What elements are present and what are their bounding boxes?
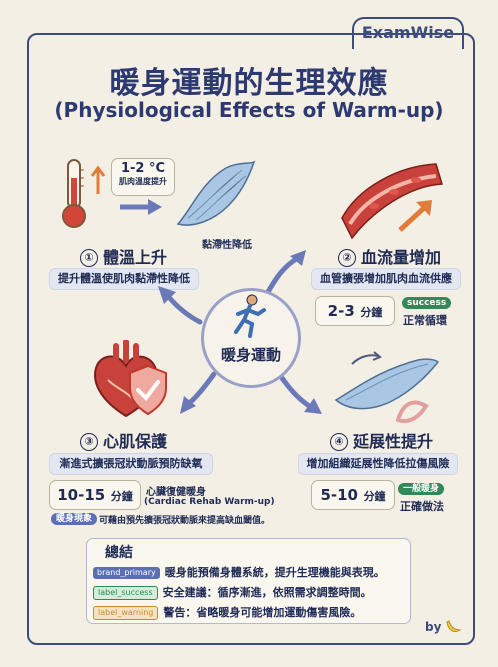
- section-3-time-box: 10-15 分鐘: [49, 480, 141, 510]
- summary-row-3: label_warning 警告：省略暖身可能增加運動傷害風險。: [93, 604, 361, 620]
- section-3-phenomenon-text: 可藉由預先擴張冠狀動脈來提高缺血閾值。: [99, 516, 271, 526]
- section-4-badge: 一般暖身: [398, 483, 445, 495]
- section-3-time-value: 10-15: [57, 486, 106, 504]
- section-3-note-zh: 心臟復健暖身: [146, 487, 206, 498]
- section-3-phenomenon-tag: 暖身現象: [51, 513, 98, 525]
- section-3-note-en: (Cardiac Rehab Warm-up): [144, 497, 275, 507]
- temperature-box: 1-2 °C 肌肉溫度提升: [111, 158, 175, 196]
- runner-icon: [234, 294, 266, 338]
- thermometer-icon: [62, 159, 106, 228]
- summary-box: [86, 538, 411, 624]
- page-title: 暖身運動的生理效應: [109, 66, 389, 101]
- banana-icon: [446, 620, 462, 633]
- section-4-desc: 增加組織延展性降低拉傷風險: [298, 453, 458, 475]
- section-3-number: ③: [80, 433, 98, 451]
- section-4-time-unit: 分鐘: [363, 490, 386, 503]
- temperature-value: 1-2 °C: [120, 161, 166, 176]
- section-2-badge-note: 正常循環: [403, 314, 447, 327]
- resistance-band-icon: [395, 400, 429, 423]
- section-1-title-text: 體溫上升: [103, 248, 168, 267]
- stretch-muscle-icon: [334, 351, 440, 410]
- section-4-title: ④ 延展性提升: [330, 428, 433, 452]
- section-4-number: ④: [330, 433, 348, 451]
- blood-vessel-icon: [341, 163, 443, 240]
- temperature-caption: 肌肉溫度提升: [119, 177, 167, 186]
- arrow-up-right-icon: [398, 200, 432, 232]
- summary-row-3-text: 警告：省略暖身可能增加運動傷害風險。: [163, 606, 362, 619]
- section-3-time-unit: 分鐘: [110, 490, 133, 503]
- section-4-title-text: 延展性提升: [353, 432, 434, 451]
- tag-label-warning: label_warning: [93, 606, 159, 620]
- brand-name: ExamWise: [361, 23, 455, 42]
- section-2-title-text: 血流量增加: [361, 248, 442, 267]
- section-4-time-box: 5-10 分鐘: [311, 480, 395, 510]
- section-1-title: ① 體溫上升: [80, 244, 167, 268]
- section-4-badge-note: 正確做法: [400, 500, 444, 513]
- viscosity-caption: 黏滯性降低: [202, 240, 252, 251]
- tag-brand-primary: brand_primary: [93, 567, 160, 579]
- center-label: 暖身運動: [220, 346, 281, 364]
- summary-row-2: label_success 安全建議：循序漸進，依照需求調整時間。: [93, 584, 372, 600]
- section-3-desc: 漸進式擴張冠狀動脈預防缺氧: [49, 453, 213, 475]
- section-1-number: ①: [80, 249, 98, 267]
- page-subtitle: (Physiological Effects of Warm-up): [54, 98, 444, 122]
- muscle-icon: [176, 160, 256, 226]
- section-4-time-value: 5-10: [320, 486, 358, 504]
- poster-frame: [27, 33, 475, 645]
- section-2-time-box: 2-3 分鐘: [315, 296, 395, 326]
- byline: by: [425, 620, 442, 634]
- summary-row-1: brand_primary 暖身能預備身體系統，提升生理機能與表現。: [93, 564, 385, 580]
- section-2-time-value: 2-3: [327, 302, 355, 320]
- summary-row-2-text: 安全建議：循序漸進，依照需求調整時間。: [162, 586, 372, 599]
- section-3-title-text: 心肌保護: [103, 432, 168, 451]
- summary-row-1-text: 暖身能預備身體系統，提升生理機能與表現。: [164, 566, 385, 579]
- section-2-title: ② 血流量增加: [338, 244, 441, 268]
- section-2-time-unit: 分鐘: [360, 306, 383, 319]
- arrow-right-icon: [120, 199, 162, 215]
- section-2-number: ②: [338, 249, 356, 267]
- shield-check-icon: [129, 364, 167, 416]
- section-2-badge: success: [402, 297, 452, 309]
- section-2-desc: 血管擴張增加肌肉血流供應: [311, 268, 461, 290]
- section-1-desc: 提升體溫使肌肉黏滯性降低: [49, 268, 199, 290]
- section-3-title: ③ 心肌保護: [80, 428, 167, 452]
- summary-title: 總結: [105, 545, 133, 561]
- tag-label-success: label_success: [93, 586, 158, 600]
